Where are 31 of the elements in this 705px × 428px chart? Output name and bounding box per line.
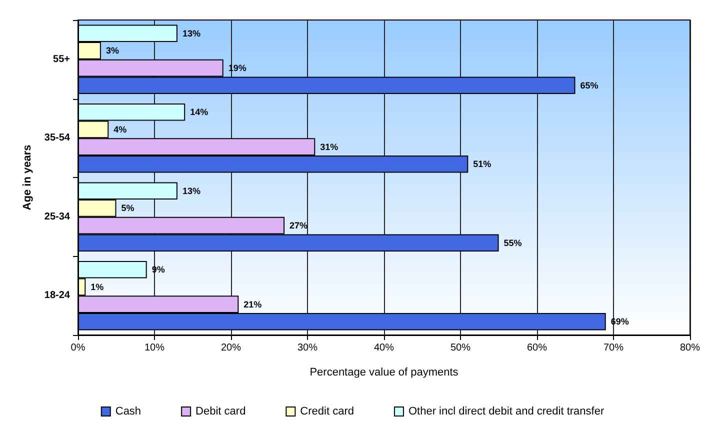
legend-label: Other incl direct debit and credit transfer bbox=[408, 406, 604, 418]
y-tick-label: 18-24 bbox=[44, 290, 70, 302]
x-tick-label: 20% bbox=[220, 342, 242, 354]
data-label: 13% bbox=[182, 28, 200, 38]
data-label: 1% bbox=[90, 282, 104, 292]
x-tick-label: 30% bbox=[297, 342, 318, 354]
data-label: 5% bbox=[121, 203, 134, 214]
data-label: 13% bbox=[182, 186, 200, 196]
data-label: 65% bbox=[580, 80, 598, 90]
y-tick-label: 25-34 bbox=[44, 211, 70, 222]
x-tick-label: 80% bbox=[680, 342, 700, 354]
legend-label: Credit card bbox=[300, 406, 354, 418]
x-tick-label: 40% bbox=[374, 342, 394, 354]
data-label: 55% bbox=[504, 238, 522, 248]
legend-label: Debit card bbox=[196, 406, 246, 418]
x-tick-label: 70% bbox=[603, 342, 624, 354]
x-tick-label: 60% bbox=[526, 342, 548, 354]
y-tick-label: 35-54 bbox=[44, 132, 70, 144]
data-label: 21% bbox=[244, 299, 262, 310]
x-tick-label: 10% bbox=[144, 342, 165, 354]
data-label: 14% bbox=[190, 107, 208, 118]
data-label: 51% bbox=[473, 159, 492, 170]
legend-label: Cash bbox=[115, 406, 142, 418]
data-label: 4% bbox=[114, 124, 127, 134]
x-tick-label: 0% bbox=[70, 342, 86, 354]
y-axis-title: Age in years bbox=[22, 144, 34, 210]
x-axis-title: Percentage value of payments bbox=[310, 366, 459, 378]
data-label: 3% bbox=[106, 46, 119, 56]
y-tick-label: 55+ bbox=[53, 54, 70, 65]
data-label: 31% bbox=[320, 142, 338, 152]
x-tick-label: 50% bbox=[450, 342, 471, 354]
